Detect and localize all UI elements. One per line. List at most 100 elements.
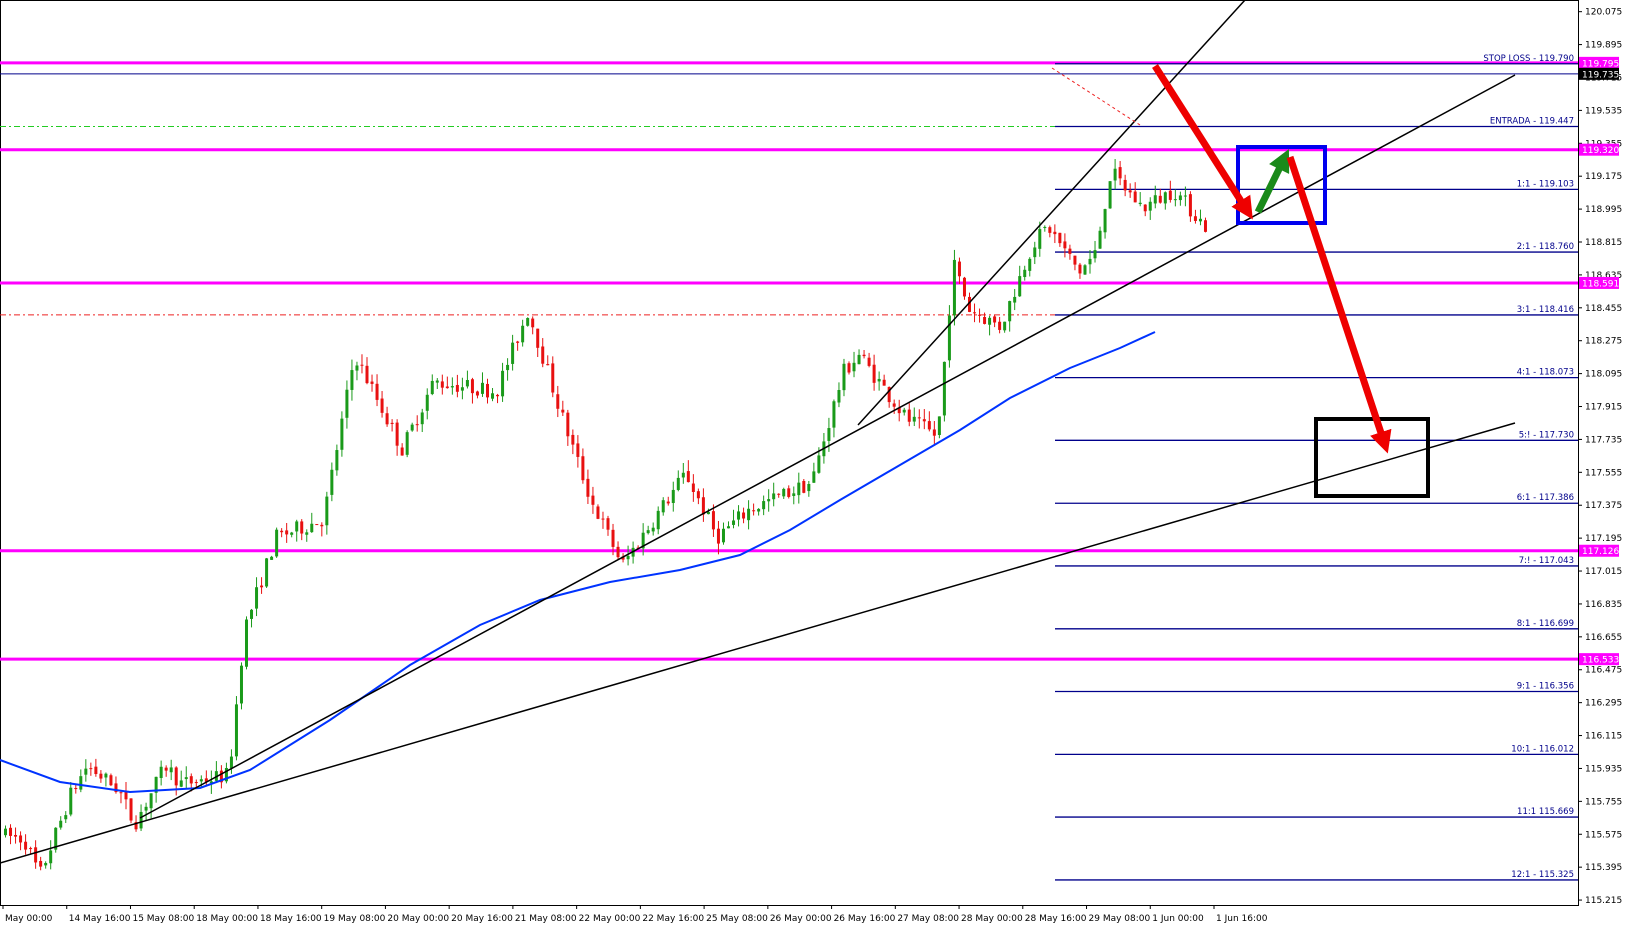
candle xyxy=(99,770,103,783)
candle-body xyxy=(1123,179,1127,191)
candle-body xyxy=(460,387,464,391)
candle xyxy=(1183,186,1187,207)
candle xyxy=(430,374,434,396)
price-tick-label: 115.395 xyxy=(1585,863,1622,873)
candle-body xyxy=(561,409,565,413)
candle xyxy=(285,523,289,543)
candle-body xyxy=(942,361,946,416)
candle xyxy=(937,416,941,439)
candle-body xyxy=(54,827,58,850)
candle xyxy=(812,462,816,483)
candle-body xyxy=(983,316,987,324)
candle-body xyxy=(360,364,364,366)
candle-body xyxy=(139,811,143,829)
candle xyxy=(360,354,364,374)
candle-body xyxy=(802,480,806,493)
price-tick-label: 118.815 xyxy=(1585,238,1622,248)
candle xyxy=(275,527,279,558)
trade-level-label: 5:! - 117.730 xyxy=(1519,430,1574,440)
candle-body xyxy=(184,777,188,780)
candle-body xyxy=(711,511,715,530)
candle-body xyxy=(29,848,33,850)
candle xyxy=(767,489,771,512)
candle-body xyxy=(737,511,741,520)
candle xyxy=(34,840,38,869)
candle xyxy=(496,393,500,404)
candle-body xyxy=(546,364,550,366)
candle-body xyxy=(330,469,334,495)
candle xyxy=(425,388,429,420)
candle xyxy=(917,409,921,429)
candle xyxy=(44,861,48,869)
time-tick-label: 14 May 16:00 xyxy=(69,914,131,924)
candle xyxy=(29,846,33,855)
price-tick-label: 116.655 xyxy=(1585,633,1622,643)
candle xyxy=(501,362,505,402)
candle xyxy=(907,403,911,427)
candle xyxy=(280,528,284,538)
candle-body xyxy=(245,619,248,667)
candle-body xyxy=(1078,264,1082,274)
candle xyxy=(455,374,459,398)
candle xyxy=(912,407,916,427)
candle-body xyxy=(305,532,309,535)
candle-body xyxy=(400,447,404,456)
candle xyxy=(506,358,510,381)
candle-body xyxy=(59,820,63,828)
candle-body xyxy=(425,394,429,411)
candle-body xyxy=(1088,258,1092,265)
candle-body xyxy=(194,782,198,784)
time-tick-label: 26 May 00:00 xyxy=(770,914,832,924)
candle xyxy=(1053,224,1057,244)
candle xyxy=(516,340,520,351)
candle-body xyxy=(1073,255,1077,265)
candle xyxy=(59,816,63,830)
candle xyxy=(922,409,926,430)
candle-body xyxy=(295,521,299,532)
candle xyxy=(701,488,705,522)
time-tick-label: 1 Jun 00:00 xyxy=(1152,914,1204,924)
arrow-up-retrace xyxy=(1254,148,1290,214)
candle-body xyxy=(968,296,971,312)
candle xyxy=(857,349,861,365)
candle xyxy=(897,399,901,422)
candle-body xyxy=(902,409,906,413)
candle xyxy=(1173,189,1177,207)
candle-body xyxy=(9,827,13,836)
price-tick-label: 118.455 xyxy=(1585,304,1622,314)
candle xyxy=(742,507,746,524)
candle-body xyxy=(932,429,936,436)
candle xyxy=(84,759,88,782)
candle-body xyxy=(124,791,128,800)
candle-body xyxy=(1093,250,1097,259)
candle-body xyxy=(224,767,228,782)
candle xyxy=(4,825,7,838)
candle xyxy=(847,361,851,375)
candle-body xyxy=(897,407,901,414)
candle xyxy=(49,840,53,870)
candle-body xyxy=(837,390,841,403)
candle xyxy=(962,276,966,300)
candle xyxy=(260,577,264,594)
candle xyxy=(199,775,203,789)
candle-body xyxy=(1023,269,1027,278)
candle-body xyxy=(229,756,233,769)
candle-body xyxy=(1053,231,1057,235)
candle xyxy=(74,784,78,794)
candle xyxy=(149,793,153,819)
candle-body xyxy=(44,862,48,866)
candle xyxy=(79,769,83,793)
time-tick-label: 25 May 08:00 xyxy=(706,914,768,924)
candle-body xyxy=(988,317,992,325)
price-tick-label: 115.215 xyxy=(1585,896,1622,906)
candle-body xyxy=(470,379,474,394)
level-price-box xyxy=(1579,56,1619,69)
candle xyxy=(862,349,866,359)
candle xyxy=(465,370,469,389)
candle xyxy=(335,444,339,476)
time-tick-label: 29 May 08:00 xyxy=(1089,914,1151,924)
trade-level-label: 1:1 - 119.103 xyxy=(1517,179,1574,189)
price-tick-label: 115.935 xyxy=(1585,764,1622,774)
candle-body xyxy=(882,379,886,386)
